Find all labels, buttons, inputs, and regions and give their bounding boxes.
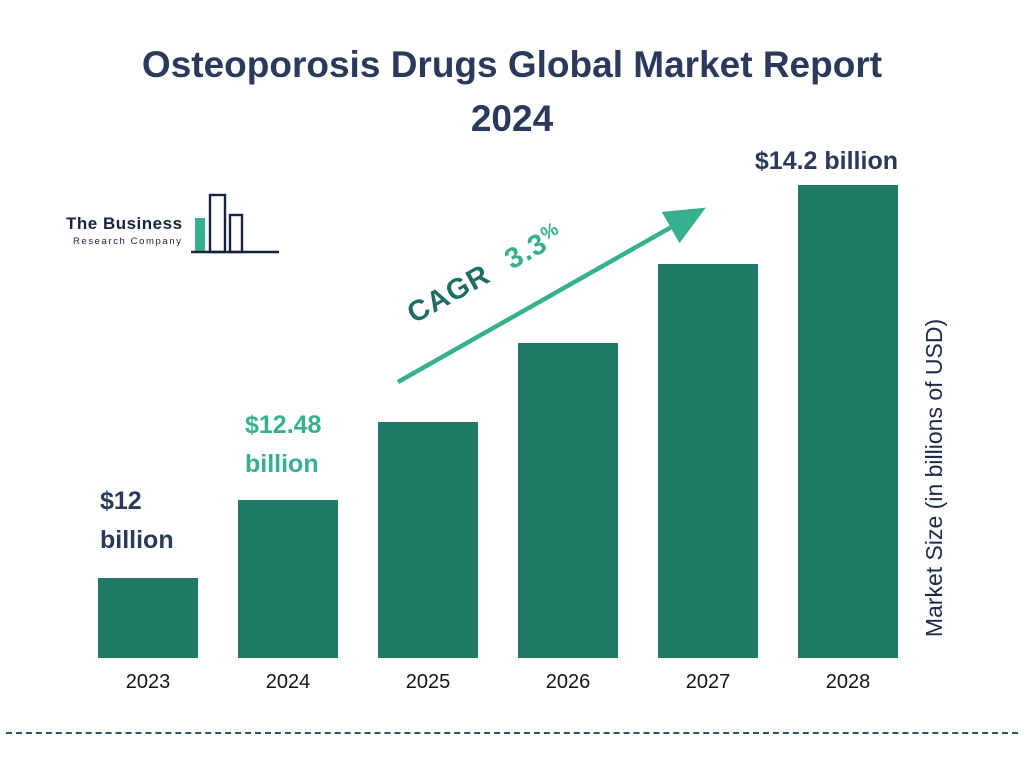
- bar-chart-plot-area: 2023 2024 2025 2026 2027 2028: [98, 183, 898, 693]
- bar-column-2024: 2024: [238, 183, 338, 693]
- bar-2028: [798, 185, 898, 658]
- bar-2023: [98, 578, 198, 658]
- company-logo: The Business Research Company: [66, 192, 281, 261]
- company-logo-text: The Business Research Company: [66, 214, 183, 261]
- chart-title-line1: Osteoporosis Drugs Global Market Report: [141, 44, 883, 85]
- bar-column-2026: 2026: [518, 183, 618, 693]
- bar-column-2027: 2027: [658, 183, 758, 693]
- bar-2027: [658, 264, 758, 658]
- x-axis-label-2026: 2026: [545, 671, 591, 693]
- x-axis-label-2025: 2025: [405, 671, 451, 693]
- bar-column-2023: 2023: [98, 183, 198, 693]
- bar-column-2025: 2025: [378, 183, 478, 693]
- bar-column-2028: 2028: [798, 183, 898, 693]
- x-axis-label-2027: 2027: [685, 671, 731, 693]
- chart-title-line2: 2024: [470, 97, 554, 139]
- logo-subname: Research Company: [72, 236, 183, 247]
- y-axis-label: Market Size (in billions of USD): [921, 318, 947, 638]
- value-label-2028: $14.2 billion: [754, 147, 898, 175]
- bar-2024: [238, 500, 338, 658]
- logo-name: The Business: [66, 214, 183, 233]
- value-label-2023-line2: billion: [100, 525, 174, 554]
- chart-title: Osteoporosis Drugs Global Market Report …: [0, 38, 1024, 145]
- x-axis-label-2023: 2023: [125, 671, 171, 693]
- bar-chart-logo-icon: [190, 192, 281, 261]
- bar-2025: [378, 422, 478, 658]
- value-label-2024: $12.48 billion: [245, 406, 321, 484]
- x-axis-label-2028: 2028: [825, 671, 871, 693]
- cagr-trend-arrow-icon: [392, 198, 714, 399]
- bottom-dashed-divider: [6, 732, 1018, 734]
- x-axis-label-2024: 2024: [265, 671, 311, 693]
- value-label-2023: $12 billion: [100, 482, 174, 560]
- value-label-2024-line1: $12.48: [245, 411, 322, 439]
- value-label-2024-line2: billion: [245, 449, 319, 478]
- bar-2026: [518, 343, 618, 658]
- value-label-2023-line1: $12: [100, 487, 142, 515]
